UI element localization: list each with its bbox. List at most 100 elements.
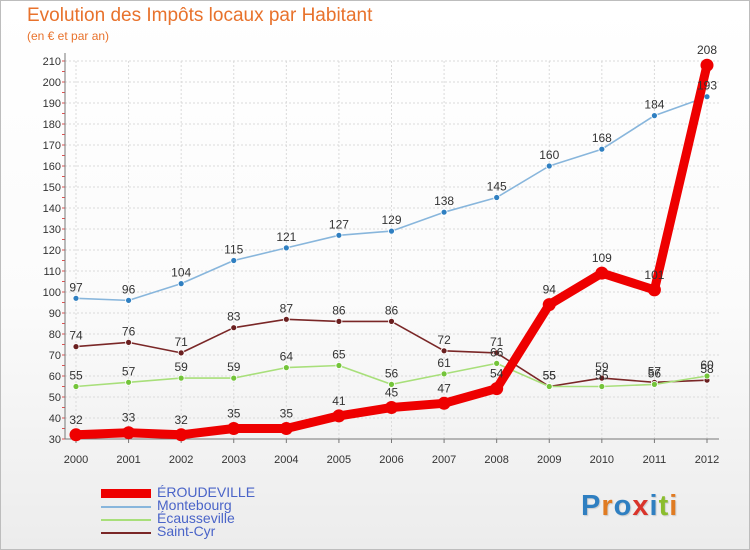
- legend-label: Saint-Cyr: [157, 523, 216, 539]
- y-tick-label: 30: [49, 434, 61, 446]
- x-tick-label: 2000: [64, 454, 88, 466]
- y-tick-label: 100: [43, 287, 61, 299]
- data-label-eroudeville: 94: [543, 283, 557, 297]
- data-label-eroudeville: 109: [592, 251, 612, 265]
- y-tick-label: 130: [43, 224, 61, 236]
- x-tick-label: 2001: [116, 454, 140, 466]
- brand-letter: P: [581, 490, 602, 522]
- data-label-eroudeville: 32: [69, 413, 83, 427]
- data-label-montebourg: 97: [69, 280, 83, 294]
- point-ecausseville: [493, 359, 501, 367]
- brand-letter: i: [649, 490, 659, 522]
- data-label-montebourg: 104: [171, 266, 191, 280]
- point-montebourg: [703, 93, 711, 101]
- point-ecausseville: [651, 380, 658, 388]
- point-eroudeville: [385, 401, 398, 414]
- y-tick-label: 80: [49, 329, 61, 341]
- point-eroudeville: [227, 422, 241, 435]
- point-eroudeville: [332, 409, 346, 423]
- point-ecausseville: [177, 374, 185, 382]
- point-montebourg: [651, 112, 658, 119]
- legend-swatch: [101, 518, 151, 521]
- axes: 30 40 50 60 70 80 90 100 110 120 130 140 150 160 170 18…: [43, 53, 719, 466]
- point-ecausseville: [545, 383, 553, 390]
- data-label-ecausseville: 59: [174, 360, 188, 374]
- data-label-montebourg: 127: [329, 217, 349, 231]
- point-saint-cyr: [230, 324, 238, 332]
- data-label-ecausseville: 56: [385, 366, 399, 380]
- point-saint-cyr: [177, 349, 185, 357]
- data-label-montebourg: 145: [487, 180, 507, 194]
- y-tick-label: 200: [43, 77, 61, 89]
- data-label-ecausseville: 65: [332, 348, 346, 362]
- point-eroudeville: [122, 426, 136, 440]
- point-eroudeville: [647, 283, 661, 297]
- data-label-saint-cyr: 86: [332, 303, 346, 317]
- brand-letter: x: [632, 490, 650, 522]
- y-tick-label: 180: [43, 119, 61, 131]
- data-label-saint-cyr: 76: [122, 324, 136, 338]
- brand-letter: o: [613, 490, 633, 522]
- x-tick-label: 2006: [379, 454, 403, 466]
- y-tick-label: 50: [49, 392, 61, 404]
- x-tick-label: 2005: [327, 454, 351, 466]
- point-saint-cyr: [125, 338, 132, 346]
- data-label-eroudeville: 54: [490, 367, 504, 381]
- point-saint-cyr: [282, 315, 290, 323]
- point-eroudeville: [490, 382, 504, 396]
- point-montebourg: [125, 296, 132, 304]
- legend-label: Montebourg: [157, 497, 232, 513]
- data-label-ecausseville: 66: [490, 345, 504, 359]
- data-label-montebourg: 168: [592, 131, 612, 145]
- y-tick-label: 150: [43, 182, 61, 194]
- y-tick-label: 60: [49, 371, 61, 383]
- x-tick-label: 2007: [432, 454, 456, 466]
- data-label-montebourg: 115: [224, 243, 243, 257]
- brand-letter: i: [669, 490, 679, 522]
- data-label-saint-cyr: 71: [490, 335, 504, 349]
- legend-label: Écausseville: [157, 510, 235, 526]
- legend-swatch: [101, 489, 151, 498]
- data-label-ecausseville: 57: [122, 364, 136, 378]
- point-montebourg: [598, 145, 606, 153]
- data-label-eroudeville: 101: [644, 268, 664, 282]
- point-montebourg: [440, 208, 448, 216]
- data-label-ecausseville: 55: [543, 369, 557, 383]
- point-montebourg: [493, 194, 501, 201]
- point-eroudeville: [700, 58, 714, 72]
- data-label-saint-cyr: 57: [648, 364, 662, 378]
- data-label-eroudeville: 208: [697, 43, 717, 57]
- data-label-saint-cyr: 83: [227, 310, 241, 324]
- data-label-eroudeville: 32: [174, 413, 188, 427]
- data-label-eroudeville: 35: [227, 407, 241, 421]
- point-eroudeville: [174, 428, 188, 442]
- brand-letter: r: [601, 490, 614, 522]
- data-label-ecausseville: 59: [227, 360, 241, 374]
- data-label-montebourg: 138: [434, 194, 454, 208]
- data-label-montebourg: 193: [697, 79, 717, 93]
- point-montebourg: [388, 227, 395, 235]
- data-label-montebourg: 160: [539, 148, 559, 162]
- point-ecausseville: [388, 380, 395, 388]
- point-saint-cyr: [440, 347, 448, 355]
- data-label-saint-cyr: 87: [280, 301, 294, 315]
- point-ecausseville: [703, 372, 711, 380]
- brand-logo: Proxiti: [581, 490, 678, 523]
- point-saint-cyr: [335, 317, 343, 325]
- data-label-montebourg: 184: [644, 98, 664, 112]
- x-tick-label: 2010: [590, 454, 614, 466]
- data-label-saint-cyr: 55: [543, 369, 557, 383]
- y-tick-label: 110: [43, 266, 61, 278]
- point-saint-cyr: [388, 317, 395, 325]
- data-label-ecausseville: 56: [648, 366, 662, 380]
- legend-swatch: [101, 531, 151, 534]
- data-label-ecausseville: 64: [280, 350, 294, 364]
- point-saint-cyr: [598, 374, 606, 382]
- y-tick-label: 210: [43, 56, 61, 68]
- x-tick-label: 2008: [484, 454, 508, 466]
- data-label-eroudeville: 47: [437, 381, 451, 395]
- data-label-saint-cyr: 59: [595, 360, 609, 374]
- brand-letter: t: [658, 490, 670, 522]
